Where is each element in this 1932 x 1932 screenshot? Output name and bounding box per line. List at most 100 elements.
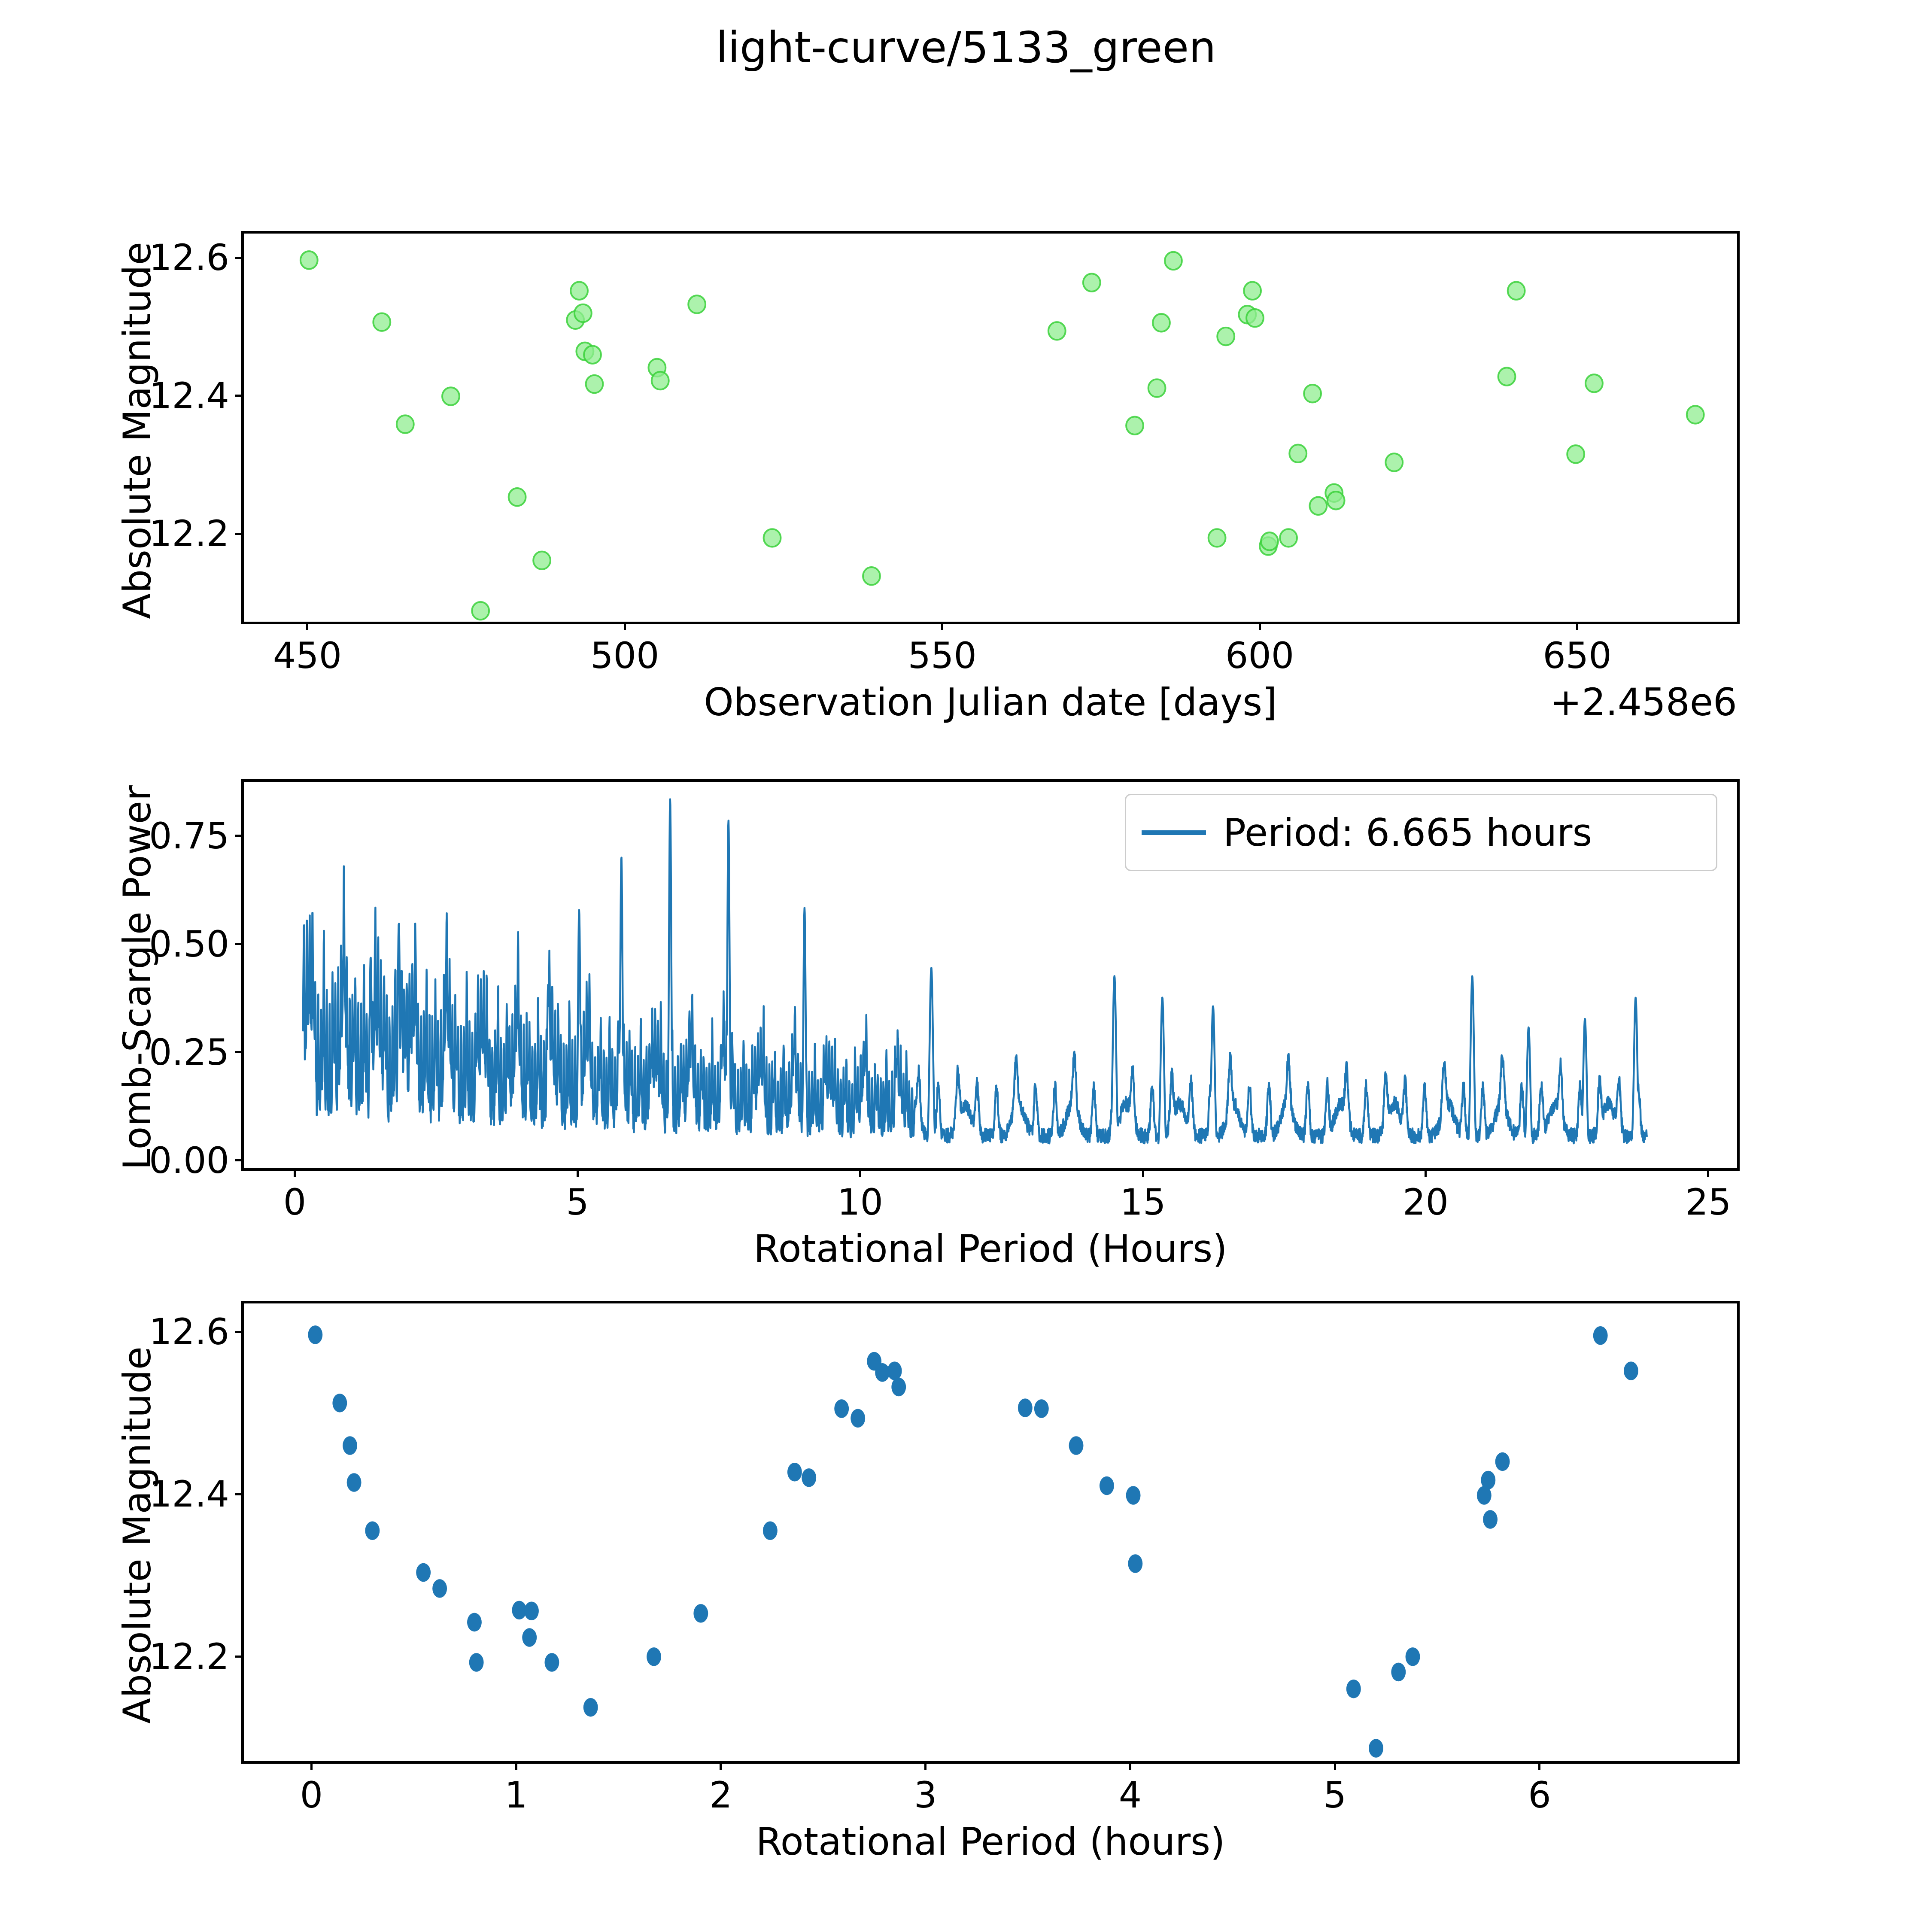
phase-folded-data-point: [891, 1377, 906, 1397]
phase-folded-data-point: [1483, 1510, 1498, 1529]
x-tick-label: 5: [566, 1181, 589, 1223]
x-tick-mark: [924, 1761, 927, 1770]
x-tick-mark: [1334, 1761, 1336, 1770]
panel-phase-folded: Absolute Magnitude Rotational Period (ho…: [115, 1301, 1740, 1864]
phase-folded-data-point: [432, 1579, 447, 1598]
light-curve-data-point: [372, 312, 392, 332]
phase-folded-data-point: [416, 1563, 431, 1582]
y-tick-mark: [235, 943, 244, 945]
phase-folded-data-point: [1495, 1452, 1510, 1471]
phase-folded-data-point: [522, 1628, 537, 1647]
x-tick-label: 25: [1685, 1181, 1732, 1223]
y-tick-mark: [235, 1656, 244, 1658]
phase-folded-data-point: [1069, 1436, 1084, 1455]
periodogram-legend[interactable]: Period: 6.665 hours: [1125, 794, 1717, 871]
y-tick-mark: [235, 1051, 244, 1054]
light-curve-data-point: [1216, 326, 1236, 346]
phase-folded-data-point: [875, 1363, 890, 1382]
phase-folded-data-point: [332, 1394, 347, 1413]
lomb-scargle-periodogram-plot: [302, 798, 1648, 1145]
phase-folded-data-point: [1369, 1739, 1383, 1758]
light-curve-data-point: [1385, 453, 1404, 472]
phase-folded-data-point: [762, 1521, 778, 1540]
x-tick-label: 3: [914, 1774, 937, 1816]
light-curve-data-point: [1585, 374, 1604, 393]
y-tick-label: 0.25: [149, 1031, 229, 1073]
y-tick-mark: [235, 1493, 244, 1495]
x-tick-label: 6: [1528, 1774, 1551, 1816]
periodogram-x-axis-label: Rotational Period (Hours): [753, 1227, 1227, 1271]
x-tick-label: 1: [504, 1774, 528, 1816]
light-curve-data-point: [532, 550, 552, 570]
x-tick-label: 2: [709, 1774, 732, 1816]
phase-folded-data-point: [647, 1647, 661, 1666]
legend-label: Period: 6.665 hours: [1223, 810, 1592, 855]
phase-folded-data-point: [308, 1325, 323, 1344]
x-tick-mark: [720, 1761, 722, 1770]
x-tick-mark: [859, 1168, 861, 1177]
light-curve-data-point: [441, 386, 460, 406]
x-tick-label: 600: [1225, 635, 1294, 677]
panel-periodogram: Lomb-Scargle Power Rotational Period (Ho…: [115, 779, 1740, 1271]
phase-folded-data-point: [1346, 1679, 1361, 1698]
y-tick-label: 12.4: [149, 1473, 229, 1516]
phase-folded-data-point: [469, 1653, 484, 1672]
light-curve-data-point: [507, 487, 527, 507]
y-tick-label: 12.2: [149, 1635, 229, 1678]
phase-folded-data-point: [1128, 1554, 1143, 1573]
x-tick-label: 5: [1323, 1774, 1346, 1816]
phase-folded-data-point: [1476, 1486, 1492, 1505]
figure-title: light-curve/5133_green: [716, 22, 1216, 73]
y-tick-label: 0.75: [149, 814, 229, 857]
phase-folded-data-point: [1593, 1326, 1608, 1345]
x-tick-label: 550: [908, 635, 977, 677]
phase-folded-scatter-plot: [308, 1325, 1638, 1758]
light-curve-data-point: [471, 601, 490, 621]
phase-folded-data-point: [583, 1698, 598, 1717]
x-tick-mark: [1258, 622, 1261, 630]
phase-folded-data-point: [1018, 1398, 1033, 1417]
light-curve-data-point: [1260, 532, 1279, 551]
light-curve-data-point: [395, 414, 415, 434]
light-curve-data-point: [687, 295, 707, 314]
x-tick-mark: [1707, 1168, 1710, 1177]
x-tick-label: 20: [1403, 1181, 1449, 1223]
x-tick-mark: [515, 1761, 517, 1770]
phase-folded-data-point: [544, 1653, 559, 1672]
x-tick-mark: [310, 1761, 313, 1770]
phase-folded-data-point: [693, 1604, 708, 1623]
light-curve-data-point: [1507, 281, 1526, 301]
x-tick-label: 500: [590, 635, 659, 677]
y-tick-label: 12.4: [149, 374, 229, 417]
light-curve-y-axis-label: Absolute Magnitude: [115, 241, 159, 619]
light-curve-data-point: [299, 250, 319, 270]
light-curve-scatter-plot: [299, 250, 1705, 621]
x-tick-mark: [1424, 1168, 1427, 1177]
x-tick-label: 450: [273, 635, 342, 677]
phase-folded-data-point: [524, 1601, 539, 1620]
light-curve-data-point: [1303, 383, 1322, 404]
x-tick-label: 10: [837, 1181, 883, 1223]
light-curve-data-point: [1164, 251, 1183, 271]
y-tick-mark: [235, 395, 244, 397]
light-curve-x-axis-offset: +2.458e6: [1550, 680, 1737, 724]
phase-folded-data-point: [1624, 1361, 1638, 1380]
x-tick-mark: [941, 622, 944, 630]
light-curve-data-point: [1309, 496, 1328, 516]
x-tick-mark: [623, 622, 626, 630]
light-curve-data-point: [573, 303, 592, 323]
y-tick-mark: [235, 835, 244, 837]
x-tick-label: 15: [1120, 1181, 1166, 1223]
phase-folded-data-point: [365, 1521, 380, 1540]
light-curve-data-point: [1566, 444, 1586, 464]
light-curve-data-point: [1245, 308, 1264, 328]
y-tick-mark: [235, 256, 244, 259]
light-curve-data-point: [862, 566, 881, 586]
phase-folded-data-point: [1099, 1476, 1114, 1495]
y-tick-label: 12.6: [149, 237, 229, 279]
phase-folded-data-point: [1034, 1399, 1049, 1418]
light-curve-data-point: [1288, 444, 1308, 463]
phase-folded-data-point: [787, 1463, 802, 1482]
phase-folded-data-point: [467, 1613, 482, 1632]
